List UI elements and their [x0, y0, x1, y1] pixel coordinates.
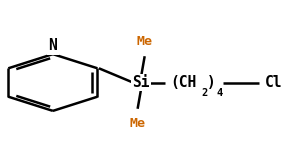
Text: N: N [48, 38, 57, 53]
Text: Cl: Cl [265, 75, 282, 90]
Text: 4: 4 [216, 88, 222, 98]
Text: Me: Me [137, 35, 153, 49]
Text: ): ) [207, 75, 216, 90]
Text: Si: Si [132, 75, 150, 90]
Text: (CH: (CH [170, 75, 197, 90]
Text: 2: 2 [201, 88, 208, 98]
Text: Me: Me [129, 116, 146, 130]
